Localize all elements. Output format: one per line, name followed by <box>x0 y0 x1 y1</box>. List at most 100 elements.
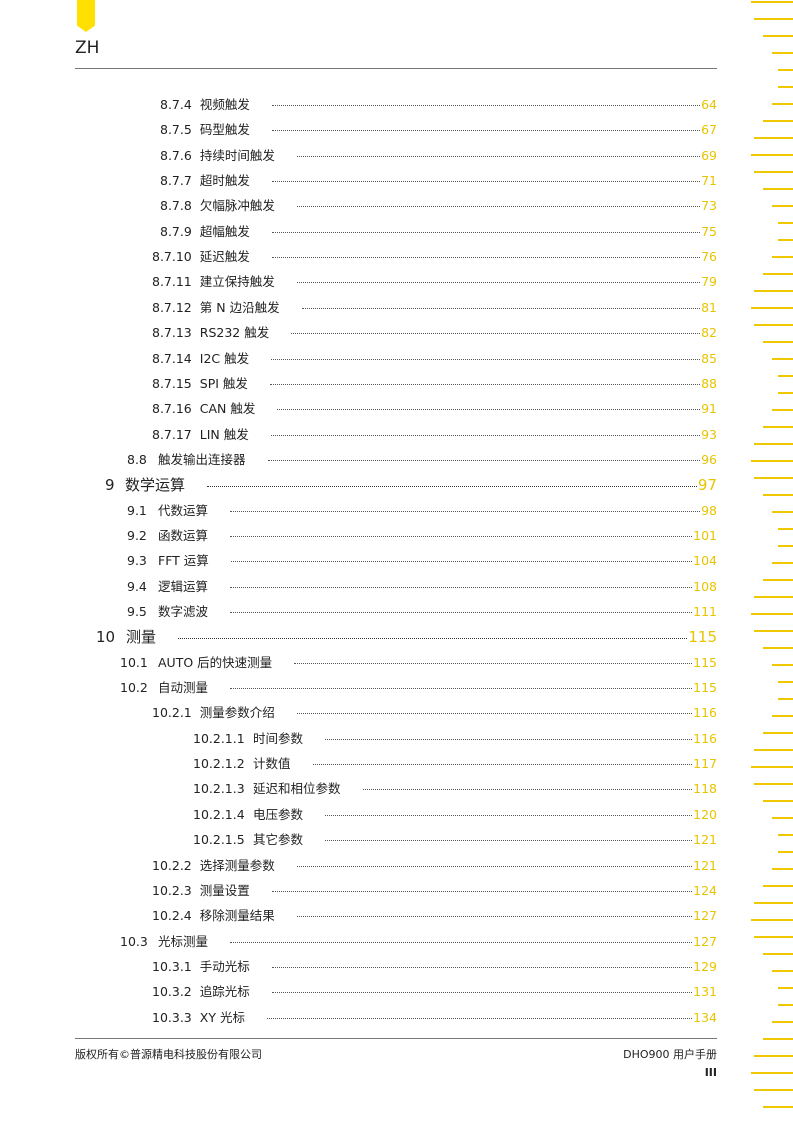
ruler-tick <box>772 256 793 258</box>
toc-entry[interactable]: 8.7.14 I2C 触发 85 <box>152 348 717 368</box>
toc-entry-title: 测量参数介绍 <box>199 705 275 721</box>
toc-entry-number: 10 <box>96 628 116 647</box>
toc-entry[interactable]: 10.1 AUTO 后的快速测量 115 <box>120 652 717 672</box>
toc-entry-number: 9.1 <box>127 502 147 518</box>
toc-entry[interactable]: 10.2.1 测量参数介绍 116 <box>152 702 717 722</box>
toc-entry[interactable]: 8.7.10 延迟触发 76 <box>152 246 717 266</box>
toc-entry-title: 其它参数 <box>253 832 304 848</box>
toc-entry-title: 延迟触发 <box>199 249 250 265</box>
toc-entry-number: 8.7.9 <box>160 223 192 239</box>
toc-entry-page: 108 <box>693 578 717 594</box>
toc-entry[interactable]: 8.7.16 CAN 触发 91 <box>152 398 717 418</box>
toc-entry-title: 手动光标 <box>199 958 250 974</box>
toc-entry-number: 8.7.5 <box>160 122 192 138</box>
toc-entry[interactable]: 10.2.1.2 计数值 117 <box>193 753 717 773</box>
toc-dot-leader <box>296 206 701 208</box>
toc-entry[interactable]: 8.7.12 第 N 边沿触发 81 <box>152 297 717 317</box>
toc-entry[interactable]: 9.4 逻辑运算 108 <box>127 576 717 596</box>
toc-entry-page: 71 <box>701 173 717 189</box>
toc-entry[interactable]: 8.7.9 超幅触发 75 <box>160 221 717 241</box>
toc-entry-page: 127 <box>693 933 717 949</box>
toc-entry-title: 持续时间触发 <box>199 147 275 163</box>
toc-entry[interactable]: 8.7.15 SPI 触发 88 <box>152 373 717 393</box>
toc-entry-title: 选择测量参数 <box>199 857 275 873</box>
toc-entry[interactable]: 8.7.11 建立保持触发 79 <box>152 271 717 291</box>
toc-entry-title: 数学运算 <box>125 476 186 495</box>
toc-entry-page: 101 <box>693 527 717 543</box>
toc-entry-page: 121 <box>693 857 717 873</box>
toc-entry-title: CAN 触发 <box>199 401 256 417</box>
toc-dot-leader <box>207 486 697 488</box>
toc-entry[interactable]: 10.2.4 移除测量结果 127 <box>152 905 717 925</box>
toc-entry[interactable]: 10.2.3 测量设置 124 <box>152 880 717 900</box>
ruler-tick <box>778 834 793 836</box>
ruler-tick <box>754 477 793 479</box>
ruler-tick <box>754 630 793 632</box>
toc-entry[interactable]: 8.7.8 欠幅脉冲触发 73 <box>160 195 717 215</box>
toc-entry[interactable]: 8.7.6 持续时间触发 69 <box>160 145 717 165</box>
ruler-tick <box>754 902 793 904</box>
language-tab-marker <box>77 0 95 32</box>
toc-dot-leader <box>269 383 701 385</box>
toc-entry-title: SPI 触发 <box>199 375 248 391</box>
ruler-tick <box>762 1038 793 1040</box>
toc-entry[interactable]: 8.7.17 LIN 触发 93 <box>152 424 717 444</box>
toc-entry[interactable]: 10.3.3 XY 光标 134 <box>152 1007 717 1027</box>
ruler-tick <box>762 494 793 496</box>
toc-entry-number: 9.2 <box>127 527 147 543</box>
ruler-tick <box>778 987 793 989</box>
ruler-tick <box>751 1 793 3</box>
ruler-tick <box>754 324 793 326</box>
toc-entry-number: 10.2.1.5 <box>193 832 245 848</box>
toc-entry-title: 延迟和相位参数 <box>253 781 341 797</box>
toc-entry-number: 10.2.1.2 <box>193 756 245 772</box>
ruler-tick <box>778 375 793 377</box>
toc-entry[interactable]: 8.7.7 超时触发 71 <box>160 170 717 190</box>
toc-entry[interactable]: 8.7.5 码型触发 67 <box>160 119 717 139</box>
ruler-tick <box>778 239 793 241</box>
toc-dot-leader <box>266 1017 693 1019</box>
toc-entry[interactable]: 9.1 代数运算 98 <box>127 500 717 520</box>
toc-dot-leader <box>230 586 693 588</box>
toc-entry[interactable]: 10.2.1.1 时间参数 116 <box>193 728 717 748</box>
ruler-tick <box>754 1055 793 1057</box>
toc-entry-page: 121 <box>693 832 717 848</box>
toc-entry[interactable]: 10.2 自动测量 115 <box>120 677 717 697</box>
toc-entry[interactable]: 10.2.1.5 其它参数 121 <box>193 829 717 849</box>
toc-entry-title: 时间参数 <box>253 730 304 746</box>
toc-dot-leader <box>267 459 701 461</box>
toc-entry-page: 64 <box>701 97 717 112</box>
toc-entry[interactable]: 10.2.2 选择测量参数 121 <box>152 855 717 875</box>
toc-entry[interactable]: 9 数学运算 97 <box>105 474 717 494</box>
footer-page-number: III <box>704 1066 717 1079</box>
toc-entry-page: 124 <box>693 882 717 898</box>
toc-entry-title: 光标测量 <box>158 933 209 949</box>
toc-entry[interactable]: 8.7.13 RS232 触发 82 <box>152 322 717 342</box>
toc-entry-page: 97 <box>697 476 717 495</box>
toc-entry[interactable]: 10.3.2 追踪光标 131 <box>152 981 717 1001</box>
toc-entry[interactable]: 9.2 函数运算 101 <box>127 525 717 545</box>
toc-entry-page: 69 <box>701 147 717 163</box>
ruler-tick <box>762 120 793 122</box>
toc-entry[interactable]: 9.3 FFT 运算 104 <box>127 550 717 570</box>
toc-entry-number: 10.2.1.4 <box>193 806 245 822</box>
toc-entry-page: 115 <box>693 654 717 670</box>
toc-entry[interactable]: 10.2.1.3 延迟和相位参数 118 <box>193 778 717 798</box>
toc-entry-page: 73 <box>701 198 717 214</box>
toc-entry-title: 逻辑运算 <box>158 578 209 594</box>
toc-entry-title: 超时触发 <box>199 173 250 189</box>
toc-dot-leader <box>230 510 701 512</box>
toc-entry[interactable]: 10.2.1.4 电压参数 120 <box>193 804 717 824</box>
toc-entry-title: 欠幅脉冲触发 <box>199 198 275 214</box>
toc-entry[interactable]: 9.5 数字滤波 111 <box>127 601 717 621</box>
toc-entry[interactable]: 10.3 光标测量 127 <box>120 931 717 951</box>
toc-entry[interactable]: 10 测量 115 <box>96 626 717 646</box>
toc-entry[interactable]: 8.7.4 视频触发 64 <box>160 94 717 114</box>
toc-entry[interactable]: 8.8 触发输出连接器 96 <box>127 449 717 469</box>
toc-entry[interactable]: 10.3.1 手动光标 129 <box>152 956 717 976</box>
ruler-tick <box>762 579 793 581</box>
toc-entry-number: 10.3 <box>120 933 148 949</box>
ruler-tick <box>754 443 793 445</box>
toc-entry-number: 8.8 <box>127 451 147 467</box>
ruler-tick <box>751 460 793 462</box>
